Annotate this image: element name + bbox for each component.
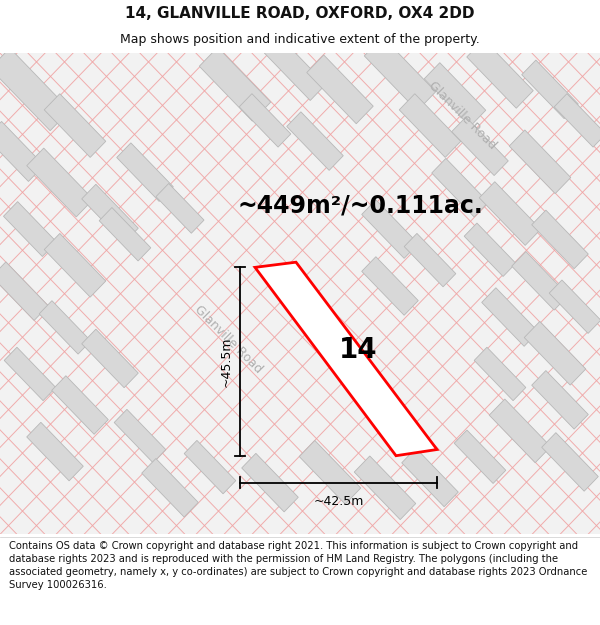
Polygon shape <box>354 456 416 519</box>
Polygon shape <box>255 262 437 456</box>
Polygon shape <box>307 55 373 124</box>
Text: ~449m²/~0.111ac.: ~449m²/~0.111ac. <box>237 193 483 218</box>
Polygon shape <box>454 430 506 484</box>
Polygon shape <box>0 262 48 321</box>
Polygon shape <box>489 399 551 462</box>
Polygon shape <box>542 432 598 491</box>
Text: Map shows position and indicative extent of the property.: Map shows position and indicative extent… <box>120 33 480 46</box>
Polygon shape <box>509 130 571 194</box>
Polygon shape <box>299 441 361 504</box>
Text: Glanville Road: Glanville Road <box>191 303 265 376</box>
Polygon shape <box>402 448 458 507</box>
Polygon shape <box>432 158 488 217</box>
Polygon shape <box>4 348 56 401</box>
Polygon shape <box>532 371 588 429</box>
Polygon shape <box>522 60 578 119</box>
Polygon shape <box>117 143 173 201</box>
Polygon shape <box>364 37 436 111</box>
Polygon shape <box>512 251 568 310</box>
Text: 14, GLANVILLE ROAD, OXFORD, OX4 2DD: 14, GLANVILLE ROAD, OXFORD, OX4 2DD <box>125 6 475 21</box>
Polygon shape <box>99 208 151 261</box>
Polygon shape <box>156 184 204 233</box>
Polygon shape <box>482 288 538 346</box>
Polygon shape <box>424 62 486 126</box>
Polygon shape <box>452 117 508 176</box>
Text: Contains OS data © Crown copyright and database right 2021. This information is : Contains OS data © Crown copyright and d… <box>9 541 587 591</box>
Polygon shape <box>114 409 166 462</box>
Polygon shape <box>404 233 456 287</box>
Polygon shape <box>0 121 44 181</box>
Polygon shape <box>184 441 236 494</box>
Polygon shape <box>524 321 586 385</box>
Text: ~42.5m: ~42.5m <box>313 495 364 508</box>
Polygon shape <box>0 48 70 131</box>
Text: ~45.5m: ~45.5m <box>220 336 233 387</box>
Polygon shape <box>362 200 418 258</box>
Polygon shape <box>27 148 93 217</box>
Text: 14: 14 <box>338 336 377 364</box>
Polygon shape <box>52 376 108 434</box>
Polygon shape <box>82 184 138 243</box>
Polygon shape <box>4 202 56 256</box>
Polygon shape <box>549 280 600 333</box>
Polygon shape <box>464 223 516 276</box>
Polygon shape <box>399 94 461 158</box>
Polygon shape <box>239 94 291 147</box>
Polygon shape <box>142 459 198 517</box>
Polygon shape <box>554 94 600 147</box>
Polygon shape <box>242 453 298 512</box>
Polygon shape <box>44 94 106 158</box>
Polygon shape <box>479 182 541 246</box>
Polygon shape <box>362 257 418 315</box>
Polygon shape <box>467 39 533 108</box>
Polygon shape <box>532 210 588 269</box>
Polygon shape <box>264 37 326 101</box>
Text: Glanville Road: Glanville Road <box>425 79 499 152</box>
Polygon shape <box>39 301 91 354</box>
Polygon shape <box>199 48 271 121</box>
Polygon shape <box>82 329 138 388</box>
Polygon shape <box>474 348 526 401</box>
Polygon shape <box>27 422 83 481</box>
Polygon shape <box>44 234 106 297</box>
Polygon shape <box>287 112 343 171</box>
